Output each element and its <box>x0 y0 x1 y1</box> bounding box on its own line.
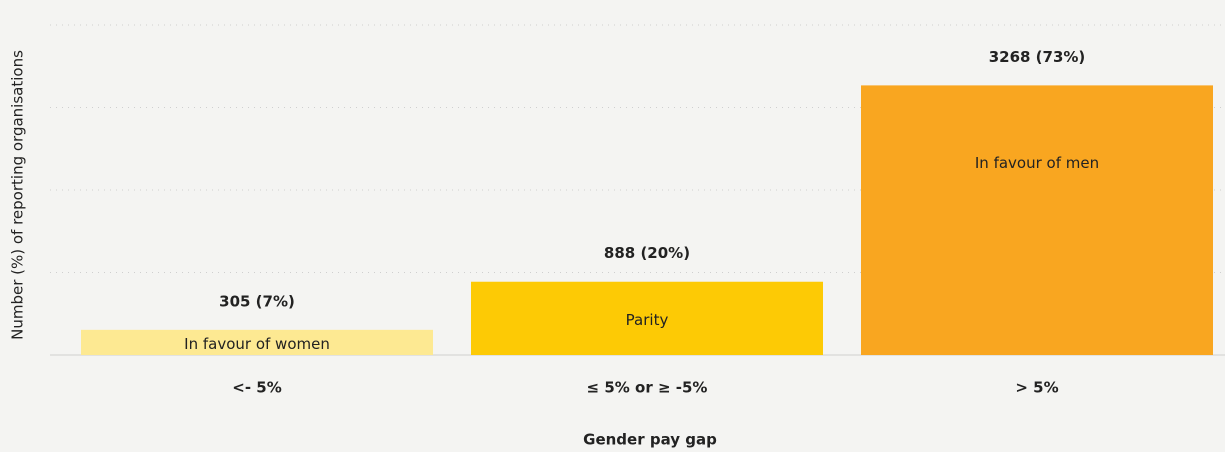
x-axis-label: Gender pay gap <box>583 431 717 449</box>
x-tick-label: <- 5% <box>232 379 281 397</box>
bar-label: In favour of women <box>184 335 330 353</box>
bar <box>861 85 1213 355</box>
x-tick-label: ≤ 5% or ≥ -5% <box>587 379 708 397</box>
value-label: 888 (20%) <box>604 244 690 262</box>
bar <box>471 281 823 355</box>
value-label: 305 (7%) <box>219 292 295 310</box>
bar-label: In favour of men <box>975 154 1099 172</box>
bar-label: Parity <box>626 311 669 329</box>
value-label: 3268 (73%) <box>989 48 1086 66</box>
bar <box>81 329 433 355</box>
y-axis-label: Number (%) of reporting organisations <box>9 50 27 340</box>
x-tick-label: > 5% <box>1015 379 1058 397</box>
